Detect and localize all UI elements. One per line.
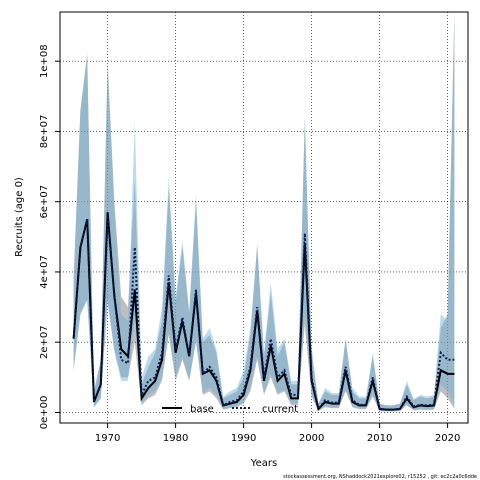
x-tick-label: 1970 xyxy=(95,433,120,444)
y-axis-label: Recruits (age 0) xyxy=(14,177,25,257)
legend-label-base: base xyxy=(190,404,214,415)
y-tick-label: 2e+07 xyxy=(39,325,50,359)
footnote: stockassessment.org, NShaddock2021explor… xyxy=(283,474,477,480)
band-current xyxy=(73,12,455,412)
y-axis: 0e+00 2e+07 4e+07 6e+07 8e+07 1e+08 xyxy=(39,44,60,429)
y-tick-label: 8e+07 xyxy=(39,115,50,149)
x-tick-label: 2010 xyxy=(367,433,392,444)
legend: base current xyxy=(162,404,298,415)
x-tick-label: 2000 xyxy=(299,433,324,444)
y-tick-label: 0e+00 xyxy=(39,396,50,430)
x-tick-label: 1990 xyxy=(231,433,256,444)
y-tick-label: 6e+07 xyxy=(39,185,50,219)
y-gridlines xyxy=(60,60,468,413)
y-tick-label: 4e+07 xyxy=(39,255,50,289)
y-tick-label: 1e+08 xyxy=(39,44,50,78)
line-current xyxy=(72,215,455,412)
series-lines xyxy=(72,212,455,412)
x-tick-label: 1980 xyxy=(163,433,188,444)
plot-frame xyxy=(59,11,469,424)
x-tick-label: 2020 xyxy=(435,433,460,444)
confidence-bands xyxy=(73,12,455,412)
band-base xyxy=(73,12,455,412)
x-axis-label: Years xyxy=(250,458,277,469)
x-axis: 1970 1980 1990 2000 2010 2020 xyxy=(95,423,460,444)
legend-label-current: current xyxy=(262,404,298,415)
